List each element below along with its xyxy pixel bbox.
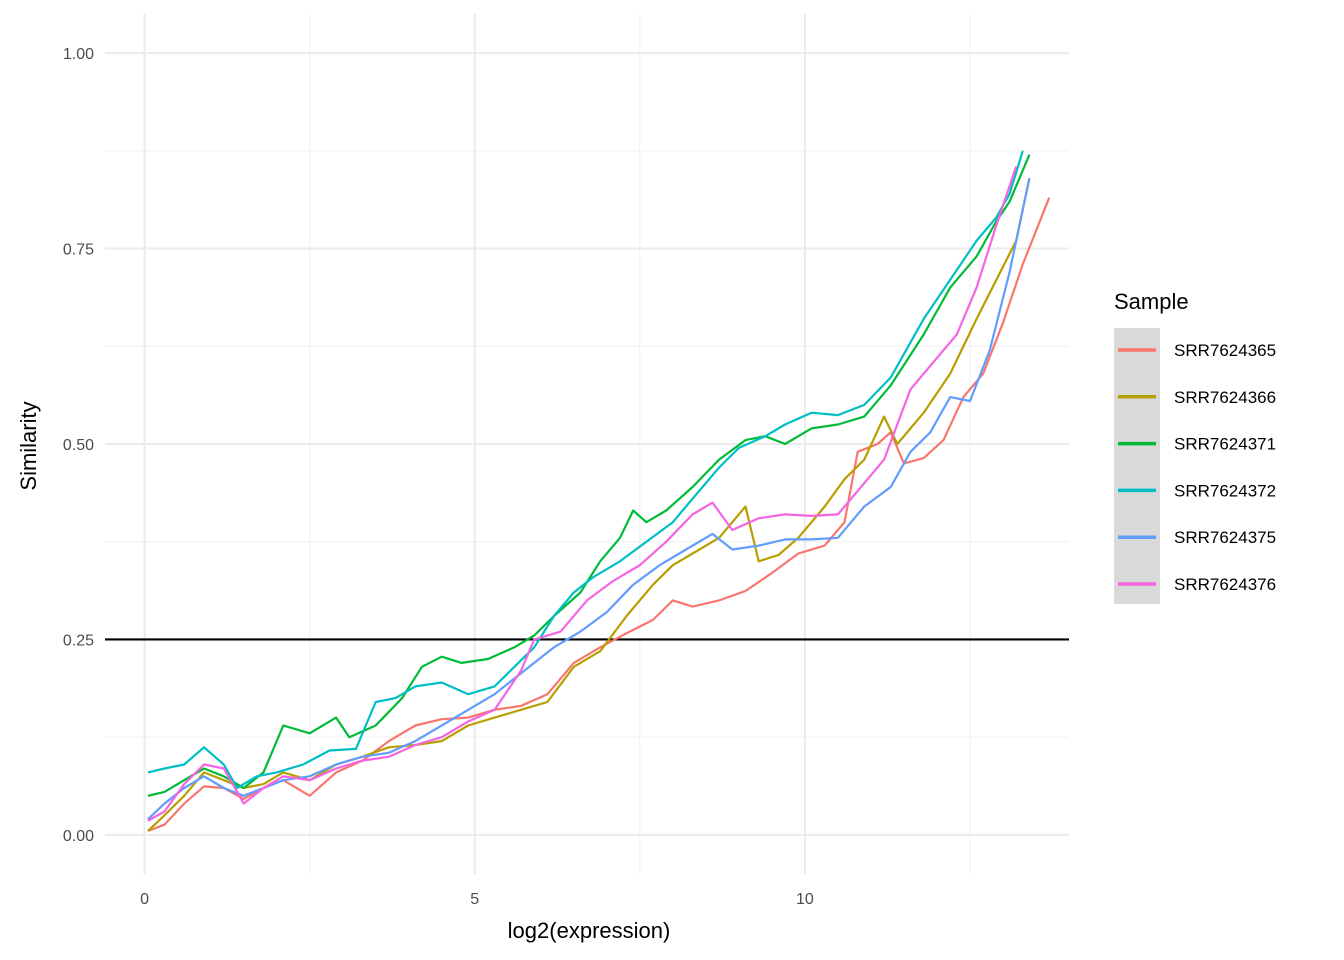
legend-label: SRR7624366: [1174, 388, 1276, 407]
x-axis-title: log2(expression): [508, 918, 671, 943]
grid: [105, 14, 1069, 874]
y-tick-label: 0.75: [63, 242, 94, 259]
y-tick-label: 0.00: [63, 828, 94, 845]
y-tick-label: 1.00: [63, 46, 94, 63]
series-line-srr7624375: [147, 177, 1031, 821]
series-line-srr7624365: [147, 197, 1051, 833]
legend-label: SRR7624372: [1174, 481, 1276, 500]
x-tick-label: 5: [470, 891, 479, 908]
series-lines: [147, 150, 1051, 833]
series-line-srr7624376: [147, 166, 1018, 822]
legend-key-background: [1114, 328, 1160, 604]
legend-label: SRR7624365: [1174, 341, 1276, 360]
y-tick-label: 0.50: [63, 437, 94, 454]
y-tick-label: 0.25: [63, 632, 94, 649]
series-line-srr7624372: [147, 150, 1024, 790]
legend-label: SRR7624376: [1174, 575, 1276, 594]
x-tick-label: 10: [796, 891, 814, 908]
legend-title: Sample: [1114, 289, 1189, 314]
tick-labels: 0 5 10 0.00 0.25 0.50 0.75 1.00: [63, 46, 814, 908]
legend: Sample SRR7624365 SRR7624366 SRR7624371 SRR…: [1114, 289, 1276, 604]
y-axis-title: Similarity: [16, 401, 41, 490]
x-tick-label: 0: [140, 891, 149, 908]
series-line-srr7624371: [147, 154, 1031, 797]
series-line-srr7624366: [147, 177, 1031, 832]
legend-label: SRR7624371: [1174, 435, 1276, 454]
legend-label: SRR7624375: [1174, 528, 1276, 547]
